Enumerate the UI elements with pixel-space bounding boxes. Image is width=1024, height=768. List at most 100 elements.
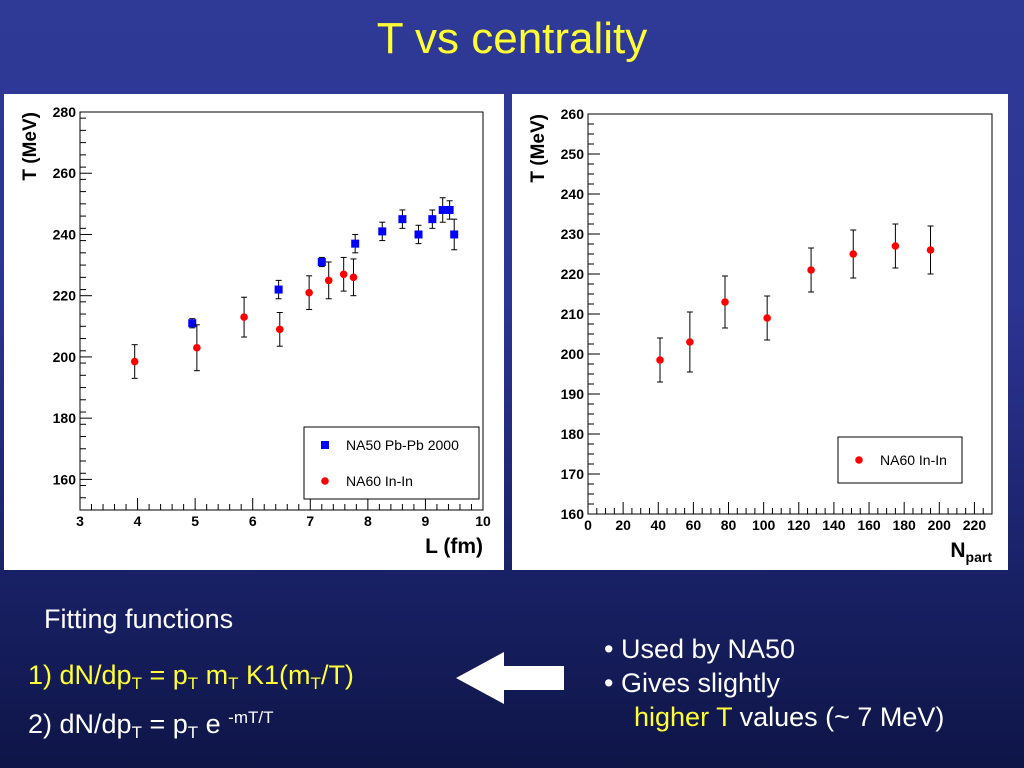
y-tick-label: 220 — [53, 288, 77, 304]
x-tick-label: 80 — [721, 517, 737, 533]
data-point-circle — [807, 266, 815, 274]
f1-end: /T) — [320, 660, 354, 690]
x-tick-label: 5 — [191, 513, 199, 529]
x-tick-label: 100 — [752, 517, 776, 533]
bullet-continuation: higher T values (~ 7 MeV) — [604, 700, 944, 734]
chart-t-vs-npart: 0 20 40 60 80 100 120 140 160 180 200 220 160 170 180 1… — [528, 106, 993, 565]
data-point-circle — [349, 273, 358, 282]
data-point-circle — [721, 298, 729, 306]
y-axis-label: T (MeV) — [20, 112, 41, 181]
right-chart-panel: 0 20 40 60 80 100 120 140 160 180 200 220 160 170 180 1… — [512, 94, 1008, 570]
bullet-gives-slightly: • Gives slightly — [604, 668, 781, 698]
f1-sub1: T — [131, 674, 142, 693]
data-point-square — [317, 258, 326, 267]
legend: NA60 In-In — [837, 436, 963, 484]
legend-label: NA50 Pb-Pb 2000 — [346, 437, 459, 453]
y-tick-label: 230 — [561, 226, 585, 242]
y-tick-label: 160 — [53, 471, 77, 487]
x-tick-label: 40 — [650, 517, 666, 533]
f2-prefix: 2) dN/dp — [28, 709, 132, 739]
data-point-square — [188, 319, 197, 328]
x-tick-label: 6 — [249, 513, 257, 529]
f1-eq: = p — [141, 660, 188, 690]
bullet-used-by-na50: • Used by NA50 — [604, 634, 796, 664]
data-point-circle — [891, 242, 900, 250]
x-tick-label: 220 — [963, 517, 987, 533]
f1-prefix: 1) dN/dp — [28, 660, 132, 690]
y-tick-label: 180 — [53, 410, 77, 426]
legend-marker-circle — [321, 477, 329, 485]
y-axis-label: T (MeV) — [528, 114, 549, 183]
data-point-square — [398, 215, 407, 224]
x-tick-label: 120 — [787, 517, 811, 533]
data-point-circle — [193, 343, 201, 352]
f1-sub3: T — [228, 674, 239, 693]
data-point-circle — [656, 356, 664, 364]
chart-t-vs-l: 3 4 5 6 7 8 9 10 160 180 200 220 240 260 280 T (MeV) L (… — [20, 104, 491, 558]
f2-sub2: T — [187, 723, 199, 742]
f1-sub2: T — [187, 674, 199, 693]
f1-sub4: T — [310, 674, 321, 693]
y-tick-label: 260 — [561, 106, 585, 122]
f2-e: e — [198, 709, 229, 739]
data-point-circle — [275, 325, 284, 334]
data-point-square — [438, 205, 447, 214]
x-tick-label: 0 — [584, 517, 592, 533]
f1-k: K1(m — [238, 660, 311, 690]
data-point-square — [450, 230, 459, 239]
data-point-square — [445, 205, 454, 214]
data-point-circle — [849, 250, 858, 258]
left-chart-panel: 3 4 5 6 7 8 9 10 160 180 200 220 240 260 280 T (MeV) L (… — [4, 94, 504, 570]
f2-exponent: -mT/T — [228, 708, 274, 727]
y-tick-label: 220 — [561, 266, 585, 282]
y-tick-label: 160 — [561, 506, 585, 522]
legend-marker-square — [321, 441, 329, 449]
x-tick-label: 20 — [615, 517, 631, 533]
fit-function-1: 1) dN/dpT = pT mT K1(mT/T) — [28, 660, 354, 694]
x-tick-label: 4 — [134, 513, 142, 529]
x-axis-label-main: N — [950, 539, 965, 562]
f1-m: m — [198, 660, 229, 690]
x-tick-label: 140 — [822, 517, 846, 533]
x-axis-label: L (fm) — [425, 535, 483, 558]
x-tick-label: 200 — [928, 517, 952, 533]
x-tick-label: 9 — [422, 513, 430, 529]
data-point-circle — [926, 246, 935, 254]
bullet-values-text: values (~ 7 MeV) — [732, 702, 945, 732]
fitting-functions-heading: Fitting functions — [44, 604, 234, 634]
f2-eq: = p — [141, 709, 188, 739]
x-axis-label-main: L (fm) — [425, 535, 483, 558]
legend-label: NA60 In-In — [880, 452, 947, 468]
left-arrow-icon — [456, 652, 564, 704]
data-point-square — [274, 285, 283, 294]
y-tick-label: 240 — [53, 226, 77, 242]
plot-frame — [79, 111, 484, 511]
y-tick-label: 210 — [561, 306, 585, 322]
x-tick-label: 7 — [306, 513, 314, 529]
y-tick-label: 180 — [561, 426, 585, 442]
data-point-circle — [240, 313, 248, 321]
y-tick-label: 200 — [53, 349, 77, 365]
x-axis-label-subscript: part — [966, 549, 993, 565]
x-tick-label: 8 — [364, 513, 372, 529]
data-point-circle — [305, 288, 313, 297]
data-point-square — [428, 215, 437, 224]
y-tick-label: 250 — [561, 146, 585, 162]
data-point-circle — [130, 357, 139, 366]
legend: NA50 Pb-Pb 2000 NA60 In-In — [303, 426, 480, 500]
x-tick-label: 180 — [892, 517, 916, 533]
y-tick-label: 190 — [561, 386, 585, 402]
x-tick-label: 160 — [857, 517, 881, 533]
legend-label: NA60 In-In — [346, 473, 413, 489]
data-point-circle — [324, 276, 333, 285]
data-point-square — [414, 230, 423, 239]
data-point-square — [351, 239, 360, 248]
y-tick-label: 240 — [561, 186, 585, 202]
x-tick-label: 10 — [475, 513, 491, 529]
x-tick-label: 60 — [686, 517, 702, 533]
data-point-square — [378, 227, 387, 236]
fit-function-2: 2) dN/dpT = pT e -mT/T — [28, 708, 274, 743]
y-tick-label: 170 — [561, 466, 585, 482]
slide-title: T vs centrality — [376, 14, 648, 63]
data-point-circle — [339, 270, 348, 279]
